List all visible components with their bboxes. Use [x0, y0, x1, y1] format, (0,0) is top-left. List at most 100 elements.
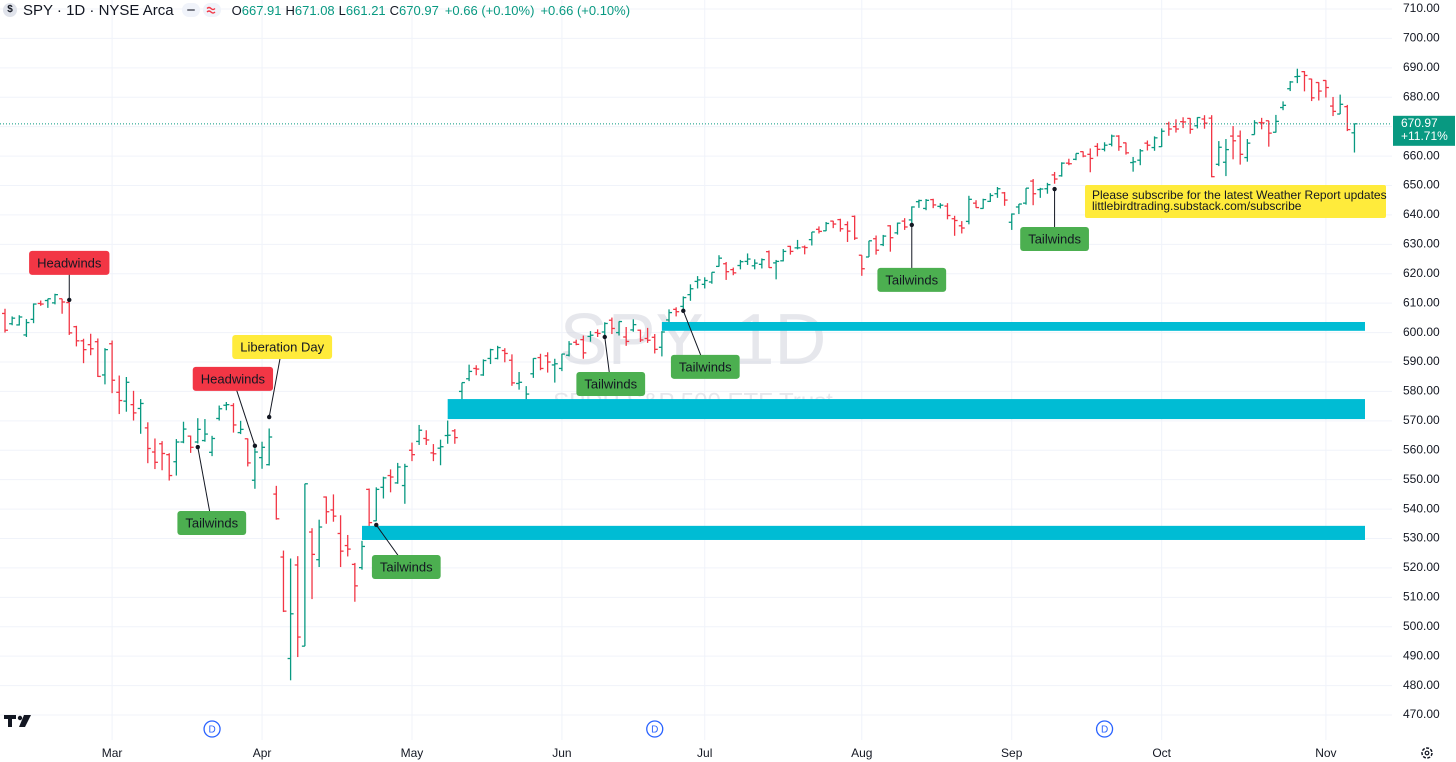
- x-tick-label: Oct: [1152, 746, 1171, 760]
- compare-icon[interactable]: [202, 3, 221, 17]
- note-line: Please subscribe for the latest Weather …: [1092, 188, 1387, 202]
- y-tick-label: 540.00: [1403, 501, 1440, 515]
- dividend-label: D: [651, 725, 658, 736]
- change: +0.66 (+0.10%): [540, 2, 631, 18]
- annotation-label: Tailwinds: [584, 376, 637, 391]
- annotation-box: [670, 354, 740, 379]
- dividend-marker: [646, 720, 664, 738]
- y-tick-label: 550.00: [1403, 472, 1440, 486]
- zone: [362, 525, 1365, 540]
- annotation-box: [877, 267, 947, 292]
- annotation-anchor: [195, 444, 200, 450]
- ohlc-value: 661.21: [345, 3, 386, 18]
- y-tick-label: 620.00: [1403, 266, 1440, 280]
- dividend-label: D: [208, 725, 215, 736]
- zone: [661, 321, 1365, 331]
- ohlc-values: O667.91 H671.08 L661.21 C670.97: [228, 2, 439, 18]
- logo-part: [8, 715, 12, 727]
- y-tick-label: 610.00: [1403, 295, 1440, 309]
- change: +0.66 (+0.10%): [444, 2, 535, 18]
- y-tick-label: 530.00: [1403, 531, 1440, 545]
- x-tick-label: Jul: [697, 746, 712, 760]
- annotation-anchor: [1052, 186, 1057, 192]
- y-tick-label: 480.00: [1403, 678, 1440, 692]
- x-tick-label: Aug: [851, 746, 872, 760]
- note-line: littlebirdtrading.substack.com/subscribe: [1092, 199, 1302, 213]
- annotation-label: Liberation Day: [240, 339, 324, 354]
- y-tick-label: 470.00: [1403, 707, 1440, 721]
- bars: [2, 68, 1358, 681]
- x-tick-label: Jun: [552, 746, 571, 760]
- ohlc-label: H: [285, 3, 295, 18]
- annotation-label: Tailwinds: [380, 559, 433, 574]
- annotation-anchor: [67, 297, 72, 303]
- y-tick-label: 510.00: [1403, 590, 1440, 604]
- x-tick-label: Sep: [1001, 746, 1023, 760]
- logo-part: [19, 715, 31, 727]
- annotation-anchor: [374, 522, 379, 528]
- logo-part: [17, 715, 23, 721]
- annotation-box: [177, 511, 247, 536]
- dividend-marker: [203, 720, 221, 738]
- annotation-anchor: [909, 222, 914, 228]
- annotation-label: Tailwinds: [679, 359, 732, 374]
- annotation-box: [192, 366, 274, 391]
- legend-header: $ SPY · 1D · NYSE Arca O667.91 H671.08 L66…: [0, 0, 630, 20]
- x-tick-label: Apr: [253, 746, 272, 760]
- y-tick-label: 630.00: [1403, 237, 1440, 251]
- annotation-label: Tailwinds: [185, 515, 238, 530]
- y-tick-label: 710.00: [1403, 1, 1440, 15]
- zones: [362, 321, 1365, 540]
- symbol-title[interactable]: SPY · 1D · NYSE Arca: [23, 1, 174, 19]
- annotation-box: [29, 250, 110, 275]
- ohlc-label: O: [231, 3, 242, 18]
- annotation-box: [232, 335, 333, 360]
- dividend-label: D: [1101, 725, 1108, 736]
- annotation-box: [1020, 227, 1089, 252]
- compare-icon-mark: [206, 6, 216, 14]
- y-tick-label: 690.00: [1403, 60, 1440, 74]
- annotation-label: Tailwinds: [1028, 231, 1081, 246]
- ohlc-label: C: [389, 3, 400, 18]
- settings-gear-center[interactable]: [1424, 750, 1430, 756]
- last-price-label: 670.97: [1401, 116, 1438, 130]
- y-tick-label: 590.00: [1403, 354, 1440, 368]
- ohlc-value: 667.91: [241, 3, 282, 18]
- symbol-icon: $: [3, 3, 17, 17]
- y-tick-label: 680.00: [1403, 89, 1440, 103]
- x-tick-label: Mar: [102, 746, 123, 760]
- annotation-anchor: [266, 414, 272, 420]
- ohlc-label: L: [338, 3, 346, 18]
- y-tick-label: 500.00: [1403, 619, 1440, 633]
- annotation-box: [576, 371, 646, 396]
- ohlc-value: 671.08: [294, 3, 335, 18]
- zone: [447, 399, 1365, 420]
- annotation-box: [371, 554, 441, 579]
- y-tick-label: 640.00: [1403, 207, 1440, 221]
- annotation-anchor: [602, 334, 607, 340]
- y-tick-label: 660.00: [1403, 148, 1440, 162]
- annotation-label: Tailwinds: [885, 272, 938, 287]
- ohlc-value: 670.97: [399, 3, 439, 18]
- y-tick-label: 520.00: [1403, 560, 1440, 574]
- y-tick-label: 700.00: [1403, 31, 1440, 45]
- annotations: Headwinds Liberation Day Headwinds Tailwind…: [29, 186, 1089, 579]
- note: Please subscribe for the latest Weather …: [1085, 185, 1387, 218]
- tv-logo: [4, 715, 31, 727]
- y-tick-label: 560.00: [1403, 442, 1440, 456]
- annotation-leader: [197, 446, 213, 524]
- settings-gear[interactable]: [1421, 747, 1433, 759]
- y-tick-label: 580.00: [1403, 384, 1440, 398]
- y-tick-label: 570.00: [1403, 413, 1440, 427]
- dividend-marker: [1095, 720, 1114, 738]
- last-price-box: [1393, 115, 1455, 146]
- y-tick-label: 490.00: [1403, 648, 1440, 662]
- x-tick-label: Nov: [1315, 746, 1336, 760]
- annotation-label: Headwinds: [201, 371, 266, 386]
- annotation-anchor: [252, 443, 258, 449]
- settings[interactable]: [1421, 747, 1433, 759]
- annotation-anchor: [681, 308, 686, 314]
